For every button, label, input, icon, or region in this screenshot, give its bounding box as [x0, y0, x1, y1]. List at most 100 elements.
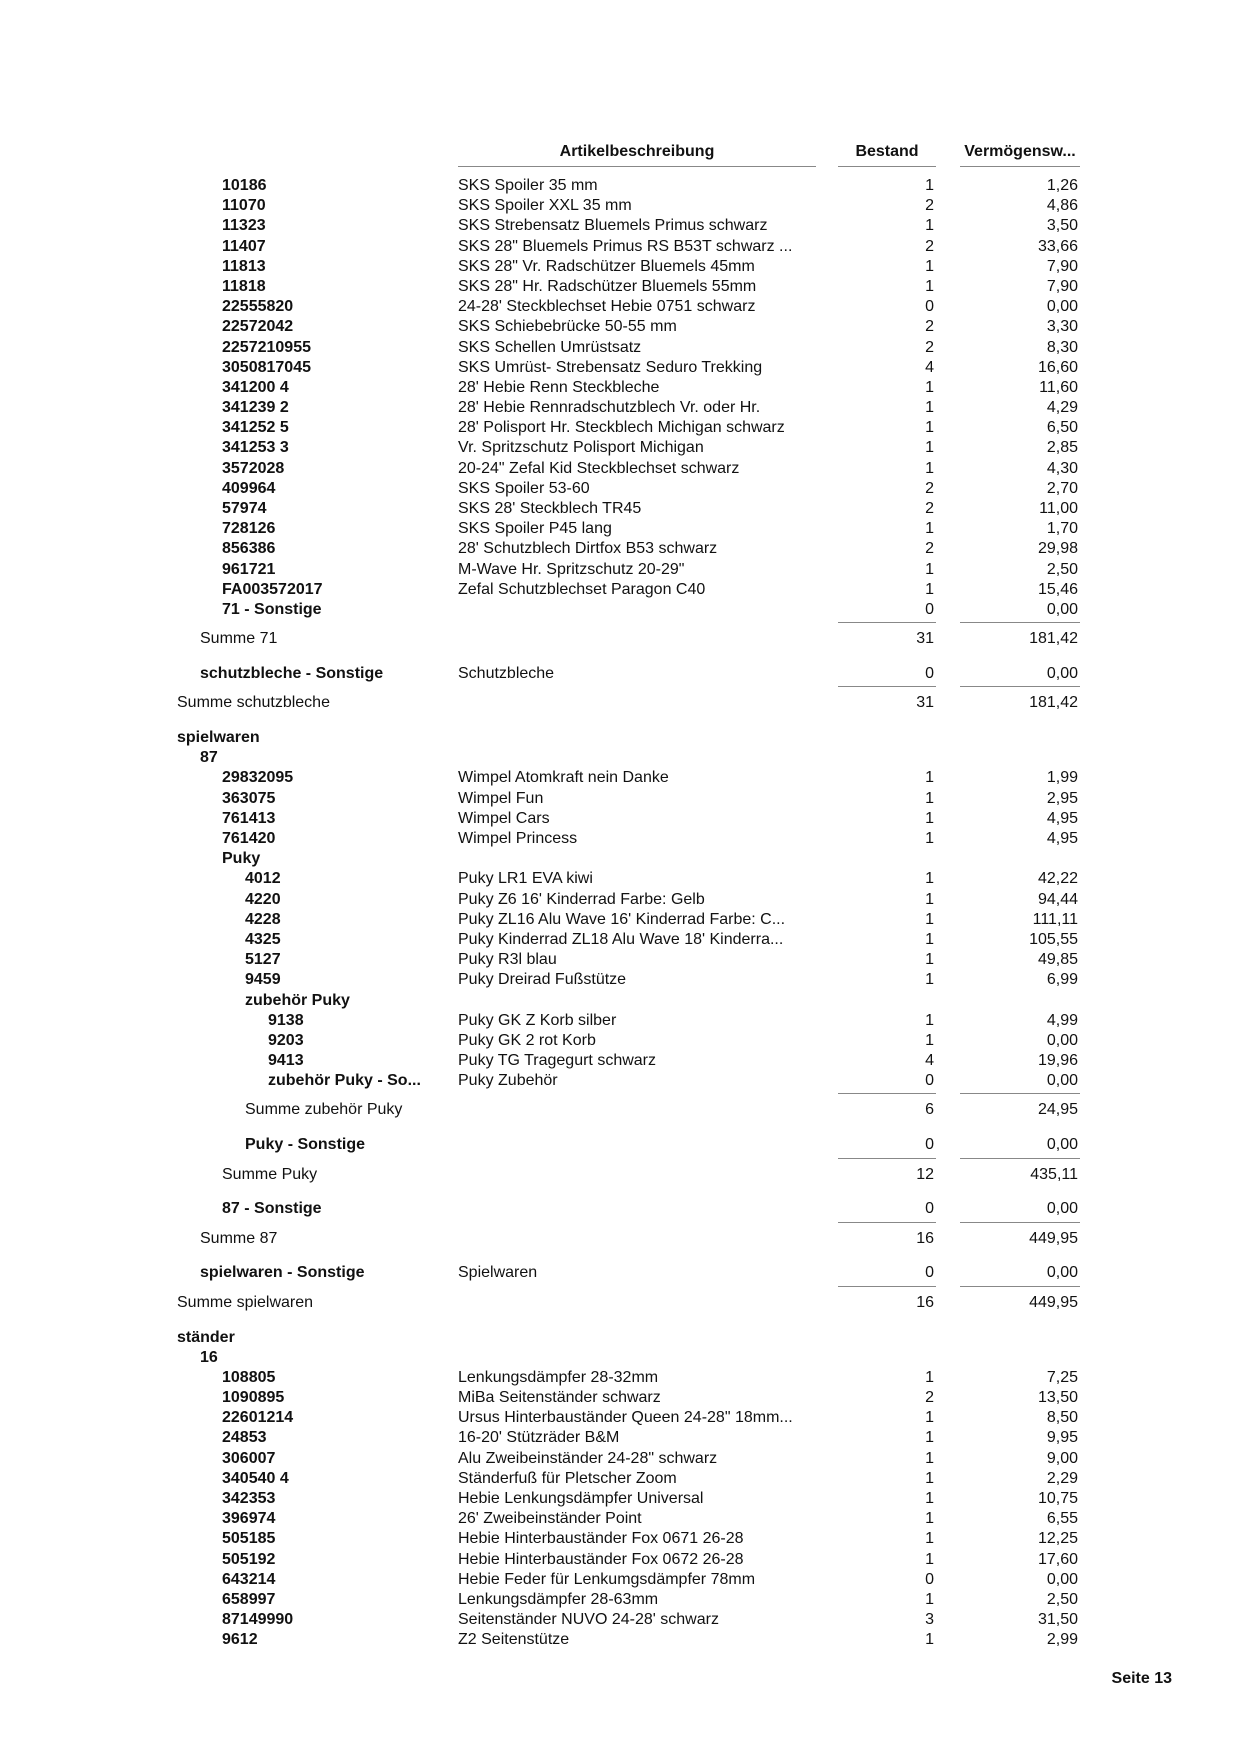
- table-row: 9612 Z2 Seitenstütze 1 2,99: [0, 1630, 1240, 1650]
- asset-value: 6,55: [1046, 1510, 1078, 1528]
- asset-value: 111,11: [1032, 910, 1078, 928]
- asset-value: 0,00: [1046, 1200, 1078, 1218]
- subtotal-rule: [0, 1284, 1240, 1293]
- table-row: 341253 3 Vr. Spritzschutz Polisport Michi…: [0, 438, 1240, 458]
- subtotal-label: Summe schutzbleche: [177, 694, 330, 712]
- article-description: Lenkungsdämpfer 28-32mm: [458, 1368, 659, 1386]
- table-row: 728126 SKS Spoiler P45 lang 1 1,70: [0, 519, 1240, 539]
- stock-quantity: 3: [925, 1611, 934, 1629]
- table-row: 761420 Wimpel Princess 1 4,95: [0, 829, 1240, 849]
- asset-value: 4,95: [1046, 830, 1078, 847]
- subtotal-line: [838, 686, 936, 688]
- group-header-row: Puky: [0, 849, 1240, 869]
- article-number: 16: [200, 1348, 218, 1366]
- asset-value: 9,95: [1046, 1429, 1078, 1447]
- asset-value: 435,11: [1030, 1165, 1078, 1183]
- subtotal-label: Summe zubehör Puky: [245, 1101, 403, 1119]
- stock-quantity: 1: [925, 789, 934, 807]
- table-row: 87 - Sonstige 0 0,00: [0, 1199, 1240, 1219]
- article-description: SKS 28" Vr. Radschützer Bluemels 45mm: [458, 257, 755, 275]
- table-row: 57974 SKS 28' Steckblech TR45 2 11,00: [0, 499, 1240, 519]
- article-number: 340540 4: [222, 1469, 289, 1487]
- article-description: Lenkungsdämpfer 28-63mm: [458, 1590, 659, 1608]
- asset-value: 11,00: [1039, 500, 1078, 517]
- subtotal-rule: [0, 1156, 1240, 1165]
- subtotal-rule: [0, 1091, 1240, 1100]
- table-row: 108805 Lenkungsdämpfer 28-32mm 1 7,25: [0, 1368, 1240, 1388]
- asset-value: 16,60: [1037, 358, 1078, 376]
- asset-value: 4,86: [1046, 197, 1078, 215]
- article-description: M-Wave Hr. Spritzschutz 20-29": [458, 560, 685, 578]
- article-number: 29832095: [222, 769, 294, 787]
- asset-value: 2,50: [1046, 560, 1078, 578]
- subtotal-rule: [0, 1220, 1240, 1229]
- table-row: 4220 Puky Z6 16' Kinderrad Farbe: Gelb 1 94…: [0, 890, 1240, 910]
- article-number: 87 - Sonstige: [222, 1200, 322, 1218]
- stock-quantity: 0: [925, 1072, 934, 1090]
- asset-value: 12,25: [1037, 1530, 1078, 1548]
- subtotal-line: [838, 1093, 936, 1095]
- stock-quantity: 6: [925, 1101, 934, 1119]
- asset-value: 7,25: [1046, 1368, 1078, 1386]
- table-row: 24853 16-20' Stützräder B&M 1 9,95: [0, 1428, 1240, 1448]
- subtotal-label: Summe 71: [200, 630, 278, 648]
- subtotal-row: Summe zubehör Puky 6 24,95: [0, 1100, 1240, 1120]
- article-description: SKS 28' Steckblech TR45: [458, 500, 642, 517]
- article-number: FA003572017: [222, 580, 323, 598]
- stock-quantity: 2: [925, 479, 934, 497]
- article-description: 16-20' Stützräder B&M: [458, 1429, 620, 1447]
- article-description: Puky R3l blau: [458, 951, 557, 969]
- table-row: zubehör Puky - So... Puky Zubehör 0 0,00: [0, 1071, 1240, 1091]
- table-row: 1090895 MiBa Seitenständer schwarz 2 13,50: [0, 1388, 1240, 1408]
- table-row: 409964 SKS Spoiler 53-60 2 2,70: [0, 479, 1240, 499]
- subtotal-line: [838, 622, 936, 624]
- header-divider: [458, 166, 816, 167]
- stock-quantity: 1: [925, 910, 934, 928]
- table-row: 11818 SKS 28" Hr. Radschützer Bluemels 55…: [0, 277, 1240, 297]
- article-number: zubehör Puky: [245, 991, 350, 1009]
- article-number: 342353: [222, 1490, 276, 1507]
- stock-quantity: 1: [925, 177, 934, 194]
- group-header-row: zubehör Puky: [0, 991, 1240, 1011]
- article-number: spielwaren - Sonstige: [200, 1264, 365, 1282]
- subtotal-line: [960, 1093, 1080, 1095]
- article-number: 3572028: [222, 459, 285, 477]
- asset-value: 49,85: [1037, 951, 1078, 969]
- subtotal-line: [960, 1157, 1080, 1159]
- stock-quantity: 1: [925, 257, 934, 275]
- article-number: 22601214: [222, 1409, 294, 1427]
- article-description: SKS Umrüst- Strebensatz Seduro Trekking: [458, 358, 763, 376]
- stock-quantity: 1: [925, 769, 934, 787]
- article-number: 9459: [245, 971, 281, 989]
- asset-value: 2,50: [1046, 1590, 1078, 1608]
- asset-value: 29,98: [1037, 540, 1078, 558]
- article-number: 4228: [245, 910, 281, 928]
- asset-value: 7,90: [1046, 257, 1078, 275]
- table-row: 505192 Hebie Hinterbauständer Fox 0672 26…: [0, 1550, 1240, 1570]
- article-number: Puky - Sonstige: [245, 1136, 366, 1154]
- article-number: 761420: [222, 830, 276, 847]
- article-description: SKS Strebensatz Bluemels Primus schwarz: [458, 217, 768, 235]
- stock-quantity: 1: [925, 560, 934, 578]
- article-number: zubehör Puky - So...: [268, 1072, 421, 1090]
- stock-quantity: 1: [925, 439, 934, 457]
- article-number: 87149990: [222, 1611, 294, 1629]
- stock-quantity: 4: [925, 358, 934, 376]
- stock-quantity: 0: [925, 1136, 934, 1154]
- column-header-description: Artikelbeschreibung: [559, 143, 715, 160]
- article-number: 341252 5: [222, 419, 289, 437]
- article-number: 2257210955: [222, 338, 311, 356]
- asset-value: 449,95: [1029, 1229, 1078, 1247]
- subtotal-label: Summe spielwaren: [177, 1293, 314, 1311]
- table-row: 9459 Puky Dreirad Fußstütze 1 6,99: [0, 970, 1240, 990]
- article-description: SKS Spoiler 35 mm: [458, 177, 598, 194]
- table-row: 2257210955 SKS Schellen Umrüstsatz 2 8,30: [0, 338, 1240, 358]
- stock-quantity: 0: [925, 1570, 934, 1588]
- asset-value: 4,99: [1046, 1011, 1078, 1029]
- article-description: 28' Polisport Hr. Steckblech Michigan sc…: [458, 419, 785, 437]
- table-row: 761413 Wimpel Cars 1 4,95: [0, 809, 1240, 829]
- article-description: Alu Zweibeinständer 24-28" schwarz: [458, 1449, 718, 1467]
- article-description: SKS 28" Bluemels Primus RS B53T schwarz …: [458, 237, 793, 255]
- table-row: 856386 28' Schutzblech Dirtfox B53 schwar…: [0, 539, 1240, 559]
- article-description: SKS Spoiler 53-60: [458, 479, 590, 497]
